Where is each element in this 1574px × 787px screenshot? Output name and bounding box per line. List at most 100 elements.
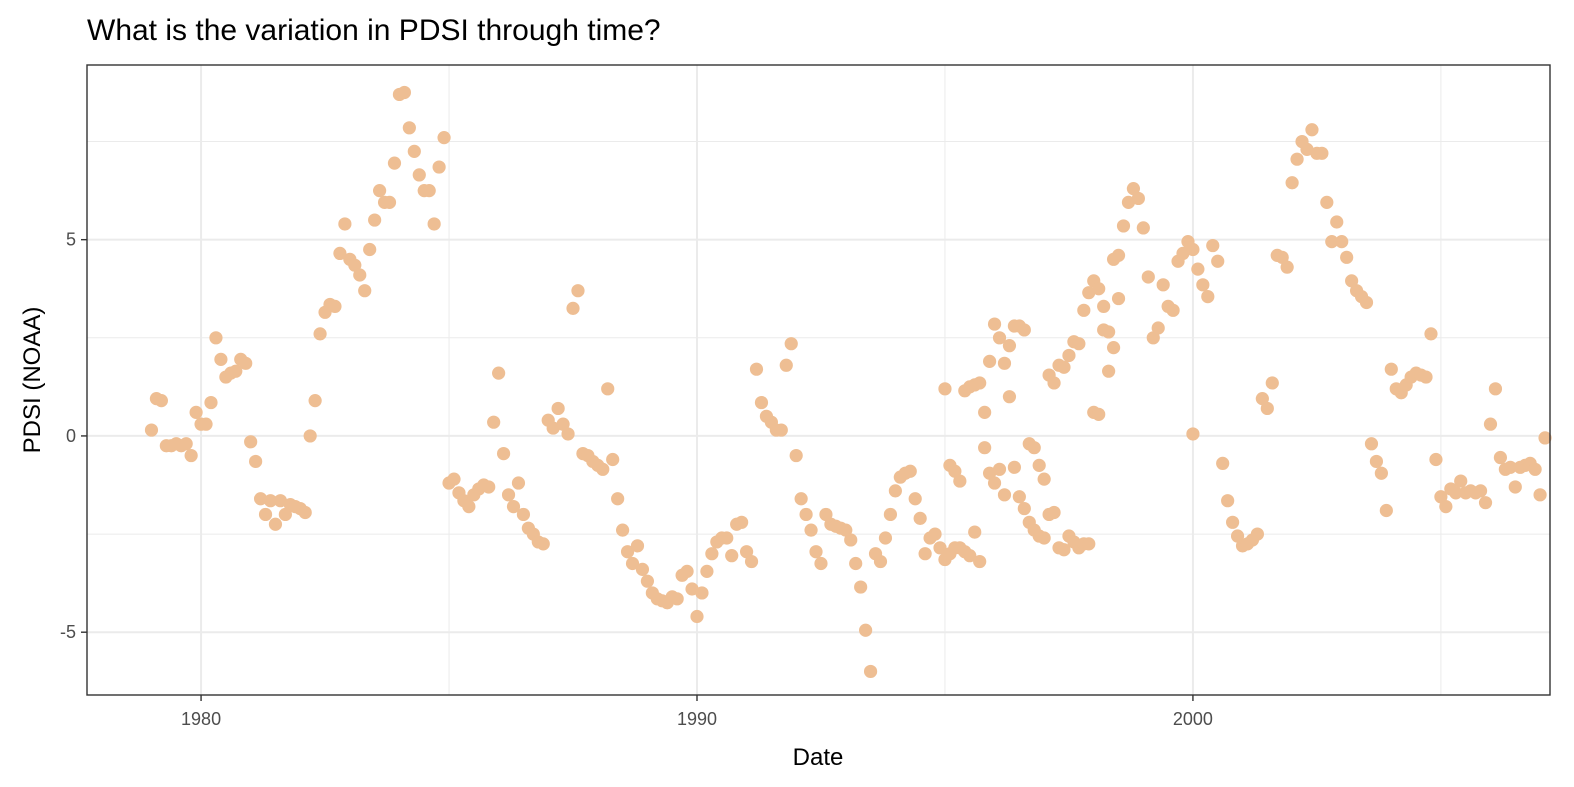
data-point [229,364,243,378]
data-point [968,525,982,539]
data-point [1508,480,1522,494]
data-point [601,382,615,396]
data-point [1141,270,1155,284]
data-point [1047,505,1061,520]
data-point [928,527,942,541]
data-point [1017,323,1031,337]
data-point [739,545,754,559]
data-point [1176,246,1190,261]
data-point [1434,490,1448,504]
data-point [1111,291,1126,306]
data-point [606,452,620,467]
data-point [1057,543,1071,557]
data-point [814,556,828,571]
data-point [422,184,436,198]
data-point [1097,299,1111,314]
data-point [1027,441,1041,455]
data-point [566,301,580,315]
data-point [1250,527,1264,541]
data-point [819,507,833,522]
data-point [1528,462,1542,476]
data-point [199,417,213,431]
data-point [1325,235,1339,249]
data-point [749,362,764,376]
data-point [873,554,888,569]
data-point [1369,454,1384,469]
data-point [948,464,962,478]
chart-title: What is the variation in PDSI through ti… [87,14,661,47]
data-point [506,499,521,514]
data-point [789,448,803,463]
data-point [982,354,997,368]
data-point [189,405,203,419]
data-point [973,554,987,569]
data-point [249,454,263,469]
data-point [516,507,531,522]
data-point [616,523,630,537]
data-point [1092,407,1106,421]
data-point [804,523,818,537]
data-point [204,395,218,410]
data-point [859,623,873,637]
data-point [1419,370,1433,384]
data-point [353,268,367,282]
data-point [1156,278,1170,292]
data-point [407,144,421,158]
data-point [1340,250,1354,264]
y-tick-label: 0 [66,426,76,446]
data-point [1384,362,1398,376]
data-point [963,549,977,563]
data-point [278,507,292,522]
data-point [1503,460,1517,474]
data-point [1007,460,1021,474]
data-point [427,217,441,231]
data-point [799,507,813,522]
data-point [754,395,769,410]
data-point [387,156,402,170]
data-point [1077,303,1091,317]
data-point [982,466,997,480]
y-axis-ticks: -5 0 5 [60,230,87,642]
data-point [1186,427,1200,441]
data-point [1280,260,1294,274]
data-point [938,382,952,396]
major-gridlines [87,65,1550,695]
data-points [144,85,1552,679]
panel-background [87,65,1550,695]
data-point [1424,327,1438,341]
data-point [854,580,868,594]
data-point [992,331,1007,345]
data-point [313,327,327,341]
data-point [184,448,198,463]
x-tick-label: 2000 [1173,709,1213,729]
data-point [839,523,853,537]
data-point [1454,474,1468,488]
data-point [244,435,258,449]
data-point [680,564,694,578]
data-point [1196,278,1210,292]
data-point [1488,382,1503,396]
data-point [561,427,575,441]
data-point [863,664,878,679]
data-point [725,549,739,563]
data-point [253,492,268,506]
data-point [878,531,893,545]
data-point [1201,289,1215,304]
data-point [1364,437,1379,451]
data-point [437,131,451,145]
data-point [496,446,511,461]
data-point [1265,376,1279,390]
plot-panel [86,64,1552,696]
data-point [402,121,416,135]
data-point [1533,488,1547,502]
data-point [720,531,734,545]
data-point [1062,348,1076,363]
data-point [1260,401,1274,416]
data-point [918,547,932,561]
data-point [1126,182,1141,196]
data-point [1082,286,1096,300]
data-point [1429,452,1443,467]
data-point [1012,490,1026,504]
data-point [784,337,798,351]
